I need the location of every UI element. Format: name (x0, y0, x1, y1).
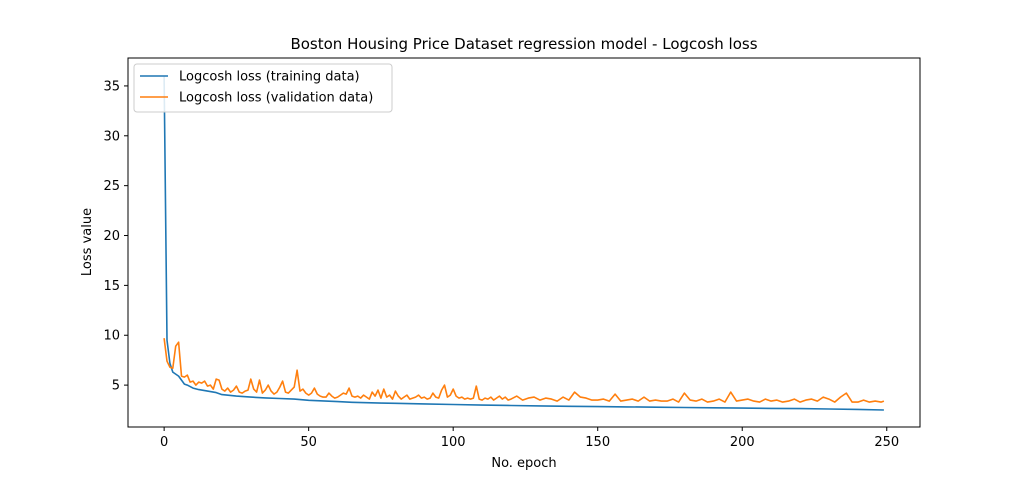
y-axis-ticks: 5 10 15 20 25 30 35 (103, 79, 128, 394)
x-axis-ticks: 0 50 100 150 200 250 (160, 427, 899, 450)
legend-box (133, 63, 393, 113)
y-tick-label: 30 (103, 129, 120, 144)
x-tick-label: 200 (730, 435, 755, 450)
y-tick-label: 25 (103, 179, 120, 194)
legend-label-training: Logcosh loss (training data) (179, 70, 360, 85)
y-tick-label: 15 (103, 279, 120, 294)
series-layer (163, 75, 885, 411)
chart-title: Boston Housing Price Dataset regression … (290, 35, 757, 53)
x-tick-label: 250 (874, 435, 899, 450)
y-tick-label: 35 (103, 79, 120, 94)
legend: Logcosh loss (training data) Logcosh los… (133, 63, 393, 113)
y-tick-label: 5 (112, 379, 120, 394)
y-axis-label: Loss value (80, 208, 95, 276)
y-tick-label: 20 (103, 229, 120, 244)
y-tick-label: 10 (103, 329, 120, 344)
legend-label-validation: Logcosh loss (validation data) (179, 91, 373, 106)
plot-area-frame (127, 57, 921, 428)
x-tick-label: 50 (300, 435, 317, 450)
x-tick-label: 0 (160, 435, 168, 450)
series-line-training (163, 75, 884, 411)
x-tick-label: 150 (585, 435, 610, 450)
x-axis-label: No. epoch (491, 456, 556, 471)
series-line-validation (163, 338, 885, 403)
x-tick-label: 100 (441, 435, 466, 450)
